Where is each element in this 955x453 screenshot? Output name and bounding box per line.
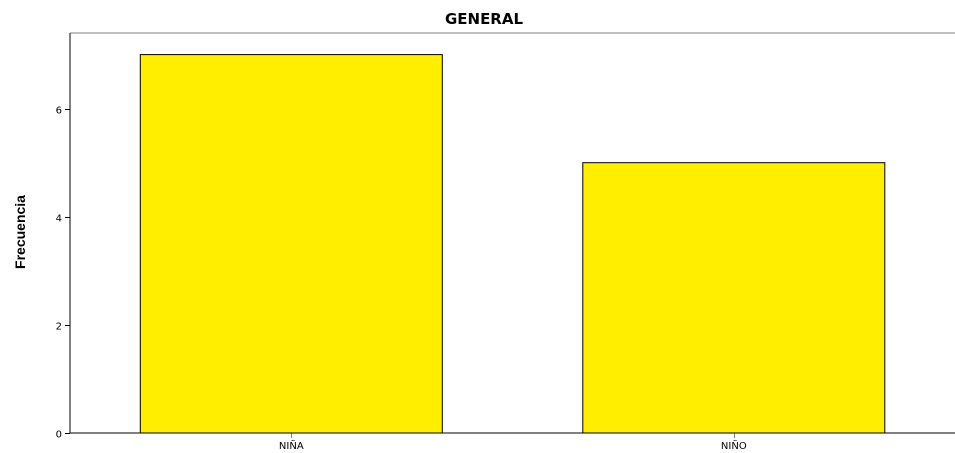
x-category-label: NIÑO <box>721 439 747 452</box>
bar-2 <box>582 162 886 434</box>
chart-title: GENERAL <box>445 10 524 28</box>
y-ticks-group: 0 2 4 6 <box>56 106 70 441</box>
y-tick-label: 6 <box>56 106 62 117</box>
y-tick-label: 2 <box>56 322 62 333</box>
y-tick-label: 4 <box>56 214 62 225</box>
bar-1 <box>139 54 443 434</box>
x-ticks-group: NIÑA NIÑO <box>279 433 747 452</box>
y-axis-label: Frecuencia <box>12 195 28 269</box>
x-category-label: NIÑA <box>279 439 304 452</box>
bars-group <box>139 54 886 434</box>
y-tick-label: 0 <box>56 430 62 441</box>
